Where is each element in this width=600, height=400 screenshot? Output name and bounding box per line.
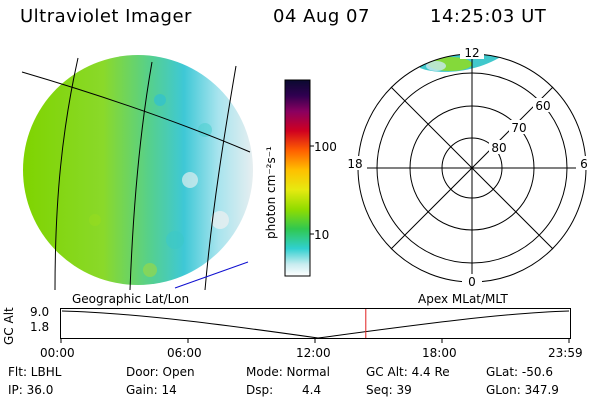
mlt-label-0: 0 — [468, 275, 476, 289]
altitude-axis-label: GC Alt — [2, 307, 16, 345]
geo-coords-label: Geographic Lat/Lon — [72, 292, 190, 306]
polar-plot: 12 0 18 6 60 70 80 — [343, 45, 592, 289]
mlat-label-60: 60 — [535, 99, 550, 113]
mlt-label-12: 12 — [464, 46, 479, 60]
altitude-min-label: 1.8 — [30, 320, 50, 334]
polar-grid — [357, 53, 587, 283]
colorbar — [284, 79, 314, 277]
altitude-max-label: 9.0 — [30, 305, 50, 319]
globe-texture — [89, 94, 229, 277]
seq-info: Seq: 39 — [366, 383, 412, 397]
door-info: Door: Open — [126, 365, 195, 379]
time-tick-end: 23:59 — [548, 346, 583, 360]
auroral-patch-detail — [426, 57, 472, 71]
time-tick-0: 00:00 — [40, 346, 75, 360]
altitude-curve — [61, 310, 570, 339]
gc-alt-info: GC Alt: 4.4 Re — [366, 365, 450, 379]
time-tick-6: 06:00 — [167, 346, 202, 360]
mlt-label-6: 6 — [580, 157, 588, 171]
terminator-line — [174, 261, 249, 289]
time-label: 14:25:03 UT — [430, 6, 547, 27]
mlat-label-80: 80 — [491, 141, 506, 155]
colorbar-unit-label: photon cm⁻²s⁻¹ — [264, 146, 278, 239]
colorbar-tick-100: 100 — [314, 140, 337, 154]
apex-coords-label: Apex MLat/MLT — [418, 292, 508, 306]
time-tick-marks — [60, 338, 570, 343]
mlat-label-70: 70 — [511, 121, 526, 135]
filter-info: Flt: LBHL — [8, 365, 62, 379]
geo-grid — [21, 57, 251, 290]
mlt-label-18: 18 — [347, 157, 362, 171]
dsp-label: Dsp: — [246, 383, 274, 397]
time-tick-18: 18:00 — [422, 346, 457, 360]
glat-info: GLat: -50.6 — [486, 365, 553, 379]
altitude-plot-frame — [60, 308, 571, 339]
globe-image — [21, 55, 253, 290]
time-tick-12: 12:00 — [296, 346, 331, 360]
glon-info: GLon: 347.9 — [486, 383, 559, 397]
instrument-title: Ultraviolet Imager — [20, 6, 192, 27]
gain-info: Gain: 14 — [126, 383, 177, 397]
dsp-value: 4.4 — [302, 383, 322, 397]
altitude-timeline — [60, 308, 571, 343]
date-label: 04 Aug 07 — [273, 6, 370, 27]
mode-info: Mode: Normal — [246, 365, 330, 379]
ip-info: IP: 36.0 — [8, 383, 54, 397]
colorbar-tick-10: 10 — [314, 228, 330, 242]
